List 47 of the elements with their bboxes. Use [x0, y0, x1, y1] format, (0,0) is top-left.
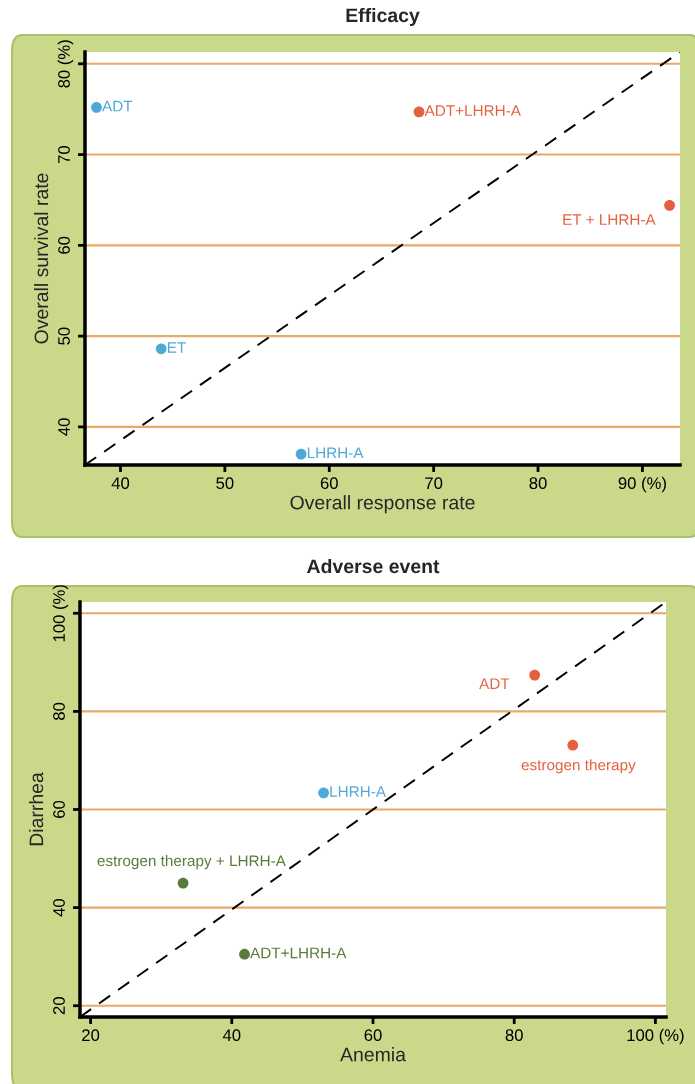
point [239, 948, 250, 960]
annotation: LHRH-A [307, 447, 364, 459]
point [318, 787, 329, 799]
y-tick-label: 40 [58, 418, 70, 436]
annotation: estrogen therapy + LHRH-A [97, 854, 286, 870]
y-tick-label: 80 [53, 702, 65, 720]
y-tick-label: 20 [53, 997, 65, 1015]
annotation: ET [168, 342, 186, 353]
annotation: ADT+LHRH-A [250, 947, 347, 959]
x-tick-label: 40 [111, 477, 130, 490]
y-tick-label: 60 [53, 800, 65, 818]
point [529, 669, 541, 681]
x-tick-label: 80 [529, 477, 547, 490]
point [295, 448, 307, 460]
annotation: LHRH-A [330, 786, 386, 797]
x-tick-label: 20 [82, 1029, 100, 1042]
x-tick-label: 80 [505, 1029, 523, 1042]
annotation: ADT [479, 678, 510, 689]
x-tick-label: 90 (%) [618, 476, 666, 493]
x-tick-label: 70 [425, 477, 443, 490]
annotation: estrogen therapy [521, 759, 636, 774]
x-tick-label: 40 [222, 1029, 241, 1042]
chart-title: Efficacy [346, 7, 420, 27]
y-tick-label: 40 [53, 898, 65, 917]
x-tick-label: 60 [364, 1029, 382, 1042]
y-tick-label: 100 (%) [52, 585, 69, 642]
x-tick-label: 60 [320, 477, 338, 490]
annotation: ADT+LHRH-A [424, 105, 521, 116]
point [567, 739, 579, 751]
annotation: ET + LHRH-A [563, 214, 656, 225]
y-tick-label: 80 (%) [57, 40, 74, 88]
x-tick-label: 100 (%) [627, 1028, 684, 1045]
y-tick-label: 70 [58, 145, 70, 163]
y-tick-label: 50 [58, 327, 70, 345]
y-axis-title: Diarrhea [28, 772, 44, 846]
point [413, 106, 425, 118]
chart-title: Adverse event [307, 558, 440, 574]
annotation: ADT [102, 100, 133, 112]
x-tick-label: 50 [216, 477, 234, 490]
point [91, 101, 102, 113]
x-axis-title: Anemia [340, 1047, 406, 1062]
y-tick-label: 60 [58, 236, 70, 254]
x-axis-title: Overall response rate [290, 495, 475, 514]
point [155, 343, 167, 355]
point [177, 877, 189, 889]
y-axis-title: Overall survival rate [33, 173, 49, 344]
point [664, 200, 675, 211]
